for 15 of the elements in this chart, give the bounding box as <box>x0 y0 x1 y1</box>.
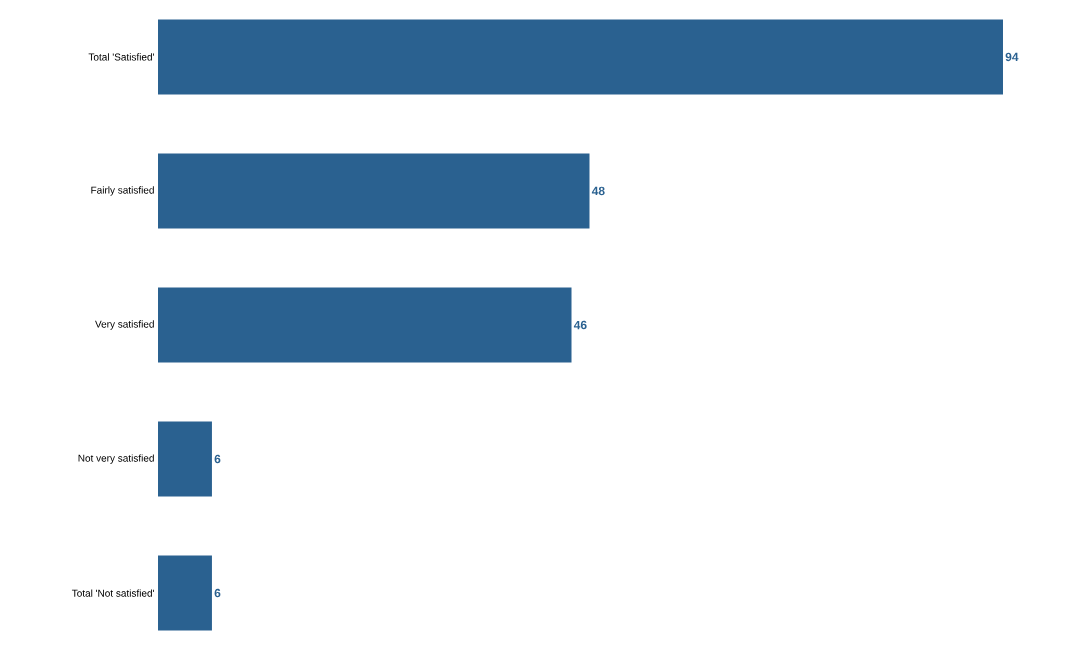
y-tick-label: Total 'Satisfied' <box>88 53 154 61</box>
y-tick-label: Total 'Not satisfied' <box>71 589 154 597</box>
bar <box>158 19 1003 95</box>
data-label: 6 <box>214 588 221 598</box>
y-tick-label: Very satisfied <box>95 320 154 330</box>
data-label: 46 <box>573 320 587 330</box>
data-label: 6 <box>214 454 221 464</box>
data-label: 48 <box>591 186 605 196</box>
bar <box>158 287 572 363</box>
y-tick-label: Not very satisfied <box>78 454 154 464</box>
bar <box>158 555 212 631</box>
y-tick-label: Fairly satisfied <box>91 186 154 196</box>
bar <box>158 153 590 229</box>
bar <box>158 421 212 497</box>
data-label: 94 <box>1005 52 1019 62</box>
